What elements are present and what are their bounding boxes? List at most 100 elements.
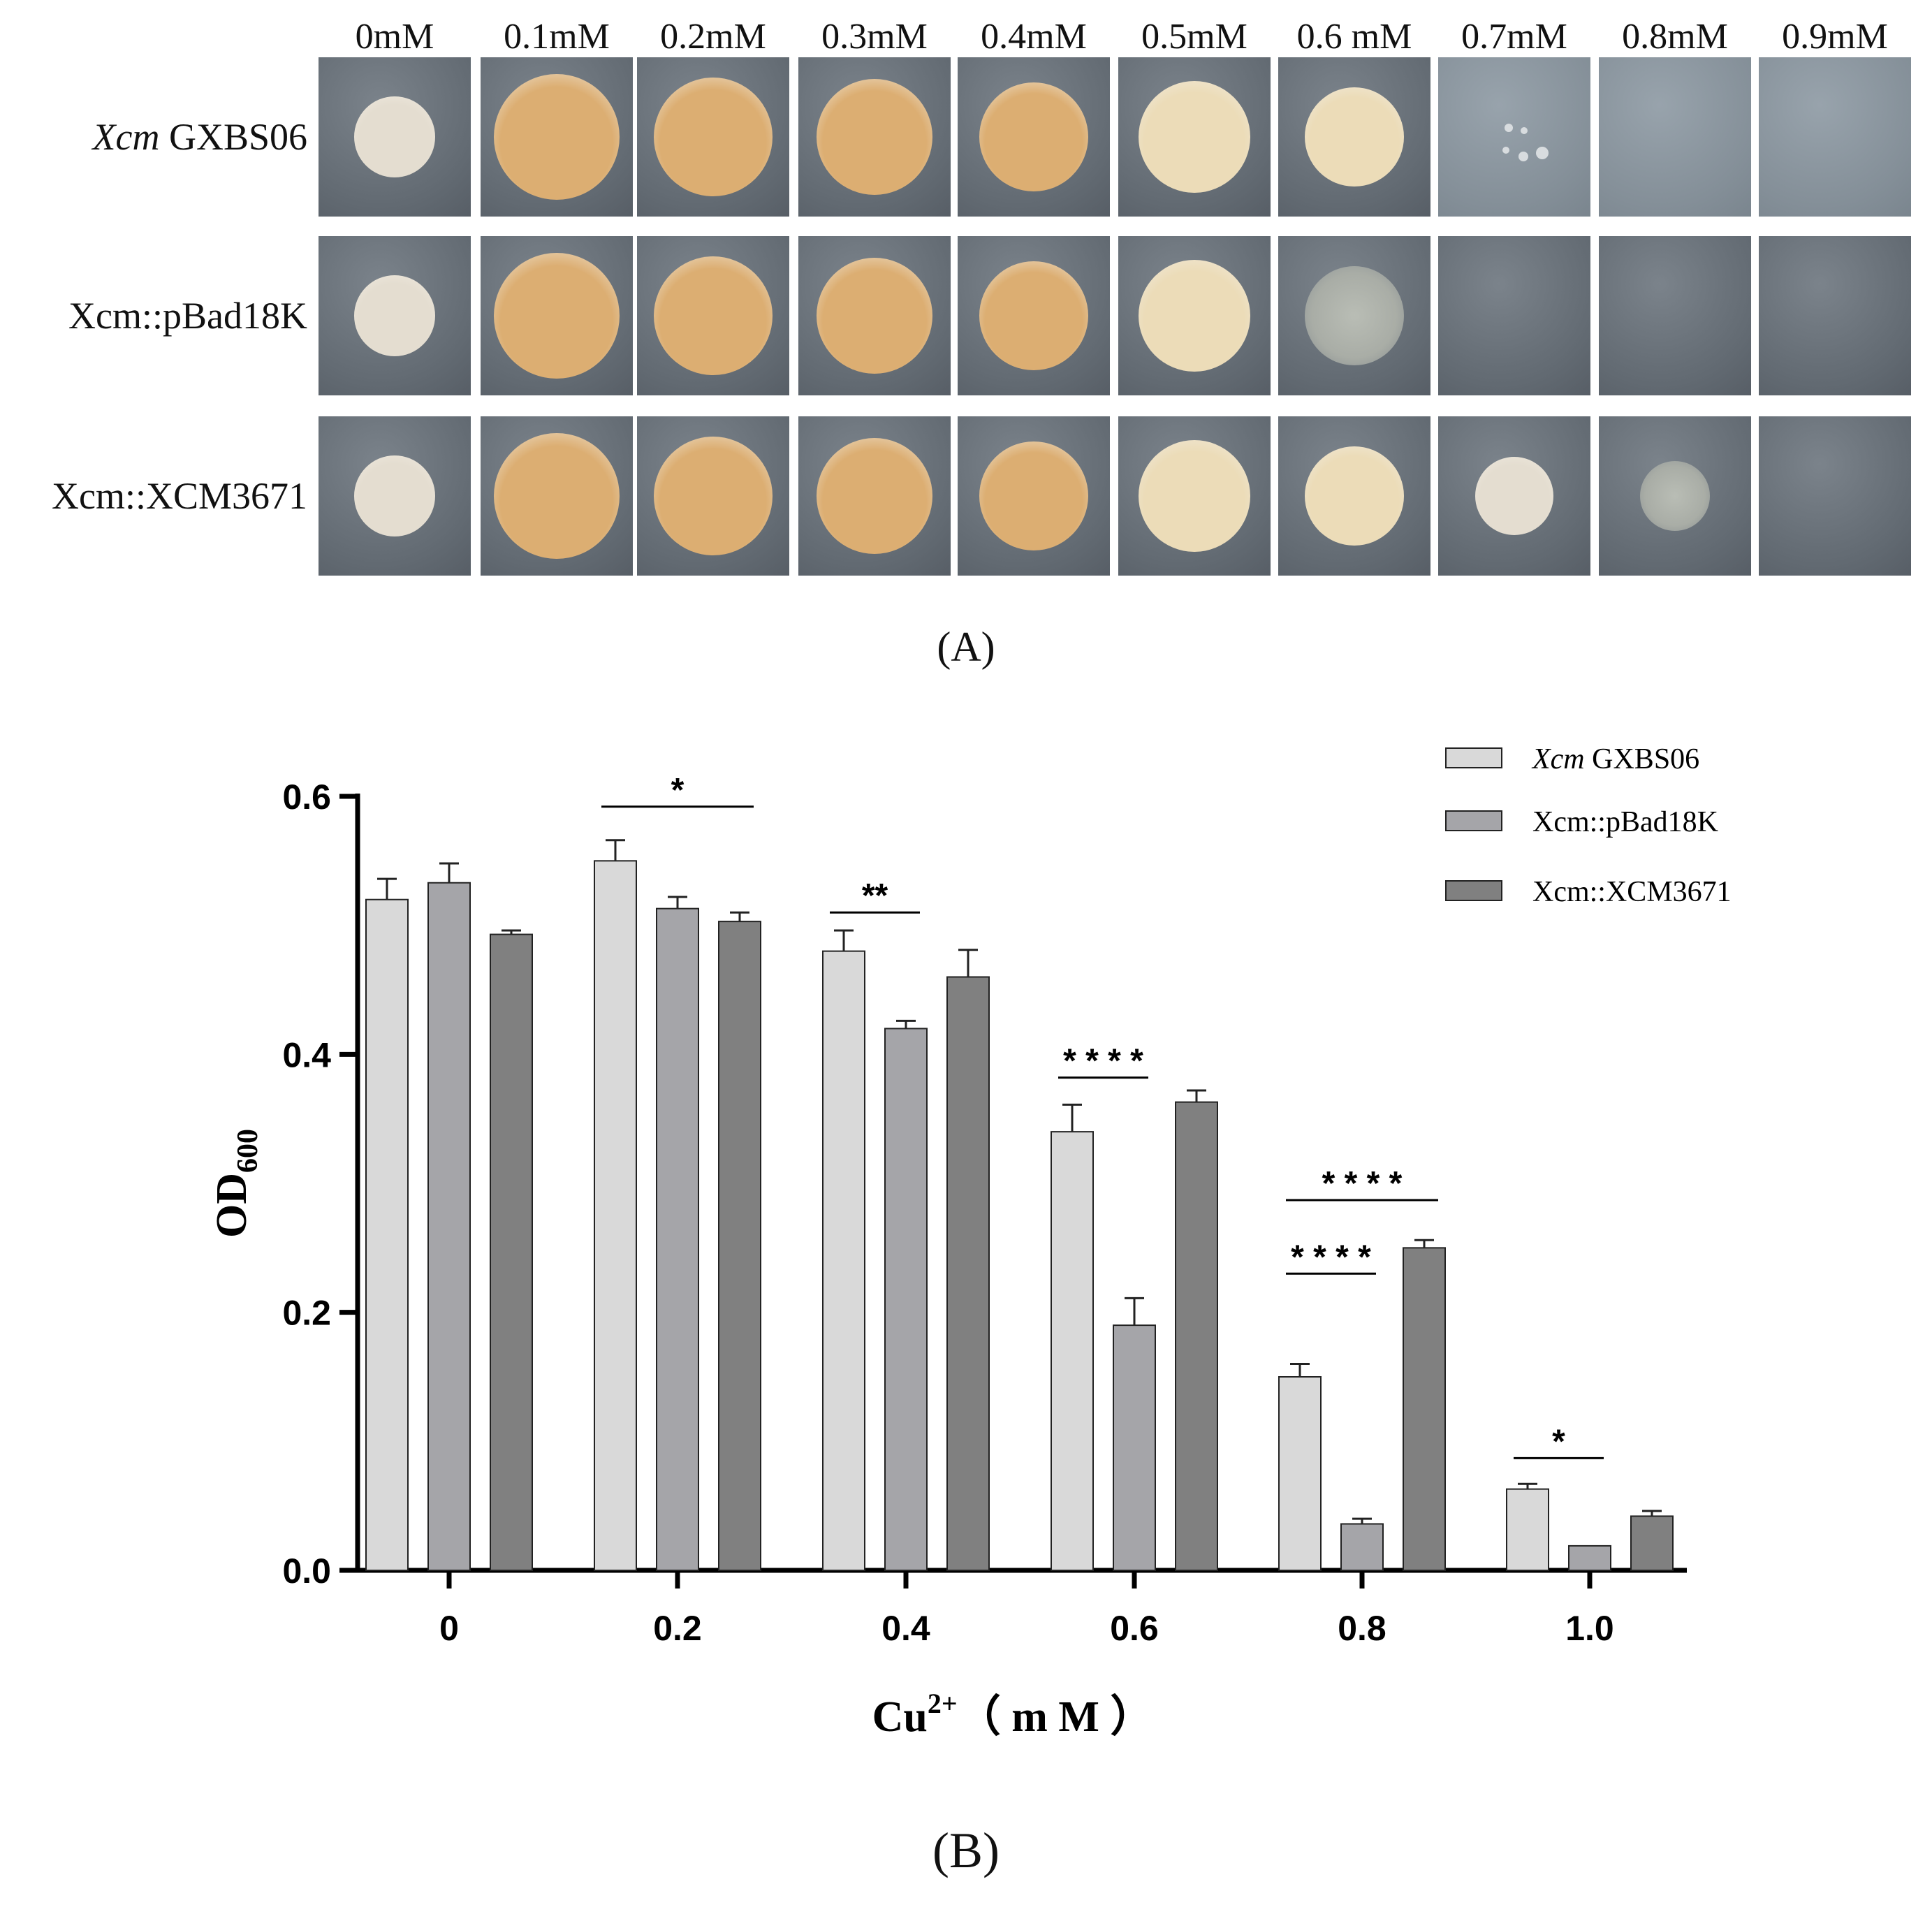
colony: [1139, 81, 1250, 193]
strain-label: Xcm GXBS06: [0, 112, 308, 161]
colony: [1305, 446, 1404, 546]
x-tick-label: 0.6: [1110, 1609, 1159, 1648]
bar: [594, 860, 637, 1572]
plate-image: [637, 236, 789, 395]
panel-a-caption: (A): [937, 624, 995, 670]
legend-swatch: [1445, 880, 1502, 901]
colony: [817, 79, 932, 195]
faint-colony: [1305, 266, 1404, 365]
plate-image: [1278, 57, 1430, 217]
legend-swatch: [1445, 747, 1502, 768]
x-tick-label: 0.8: [1338, 1609, 1386, 1648]
legend-label-text: Xcm::pBad18K: [1532, 806, 1718, 838]
bar: [1506, 1488, 1549, 1572]
bar: [490, 933, 533, 1571]
legend-label-text: GXBS06: [1592, 743, 1699, 775]
legend-label-text: Xcm::XCM3671: [1532, 876, 1732, 908]
x-axis-label-unit: （ m M ）: [958, 1692, 1154, 1741]
x-tick-label: 0: [439, 1609, 459, 1648]
bar: [718, 921, 761, 1572]
plate-image: [637, 416, 789, 576]
colony: [979, 261, 1088, 370]
significance-label: *: [1552, 1423, 1565, 1460]
colony: [1139, 260, 1250, 372]
concentration-label: 0.8mM: [1622, 17, 1728, 57]
chart-canvas: 0.00.20.40.60 0.2 0.4 0.6 0.8 1.0**** * * ** …: [208, 743, 1732, 1741]
strain-label-text: GXBS06: [159, 116, 307, 158]
x-tick-label: 0.2: [653, 1609, 702, 1648]
y-tick-label: 0.2: [282, 1294, 331, 1333]
trace-colony: [1518, 152, 1528, 161]
plate-image: [1759, 57, 1911, 217]
x-tick-label: 1.0: [1565, 1609, 1614, 1648]
plate-image: [958, 416, 1110, 576]
plate-image: [319, 236, 471, 395]
strain-label-text: Xcm::XCM3671: [51, 475, 307, 517]
bar: [1568, 1544, 1611, 1571]
plate-image: [1278, 236, 1430, 395]
plate-image: [958, 236, 1110, 395]
significance-label: *: [671, 772, 685, 809]
plate-image: [958, 57, 1110, 217]
plate-image: [319, 57, 471, 217]
colony: [1305, 87, 1404, 187]
colony: [494, 74, 620, 200]
bar: [427, 882, 471, 1571]
bar: [1051, 1131, 1094, 1571]
bar: [1175, 1101, 1218, 1571]
significance-label: * * * *: [1291, 1239, 1371, 1276]
plate-image: [1278, 416, 1430, 576]
legend-swatch: [1445, 810, 1502, 831]
trace-colony: [1521, 127, 1528, 134]
colony: [654, 437, 773, 555]
colony: [979, 82, 1088, 191]
legend-label: Xcm::XCM3671: [1532, 876, 1732, 908]
bar: [1340, 1523, 1384, 1572]
x-axis-label: Cu2+（ m M ）: [872, 1688, 1154, 1741]
colony: [1475, 457, 1553, 535]
plate-image: [1438, 416, 1590, 576]
trace-colony: [1502, 147, 1509, 154]
plate-image: [1118, 57, 1271, 217]
strain-label-italic: Xcm: [92, 116, 160, 158]
bar: [1403, 1247, 1446, 1571]
concentration-label: 0.1mM: [504, 17, 610, 57]
x-axis-label-superscript: 2+: [928, 1688, 958, 1719]
plate-image: [1599, 57, 1751, 217]
panel-b-bar-chart: 0.0 0.2 0.4 0.6 0 0.2 0.4 0.6 0.8 1.0 * ** * * * * * …: [0, 699, 1932, 1928]
concentration-label: 0.6 mM: [1296, 17, 1412, 57]
significance-label: **: [862, 877, 888, 914]
significance-label: * * * *: [1063, 1043, 1143, 1080]
panel-a-plate-images: 0mM 0.1mM 0.2mM 0.3mM 0.4mM 0.5mM 0.6 mM 0.7mM 0…: [0, 0, 1932, 685]
concentration-label: 0.7mM: [1461, 17, 1567, 57]
y-tick-label: 0.0: [282, 1551, 331, 1591]
colony: [494, 433, 620, 559]
plate-image: [1599, 236, 1751, 395]
faint-colony: [1640, 461, 1710, 531]
strain-label-text: Xcm::pBad18K: [68, 295, 307, 337]
colony: [979, 441, 1088, 550]
concentration-label: 0mM: [355, 17, 434, 57]
y-tick-label: 0.4: [282, 1035, 331, 1074]
plate-image: [481, 57, 633, 217]
bar: [884, 1028, 928, 1571]
x-axis-label-main: Cu: [872, 1693, 928, 1741]
plate-image: [637, 57, 789, 217]
colony: [817, 438, 932, 554]
bar: [365, 898, 409, 1571]
colony: [654, 256, 773, 375]
plate-image: [319, 416, 471, 576]
bar: [822, 950, 865, 1572]
x-tick-label: 0.4: [881, 1609, 930, 1648]
plate-image: [1759, 416, 1911, 576]
plate-image: [1118, 236, 1271, 395]
bar: [1113, 1324, 1156, 1572]
colony: [817, 258, 932, 374]
concentration-label: 0.9mM: [1782, 17, 1888, 57]
colony: [354, 275, 435, 356]
colony: [1139, 440, 1250, 552]
panel-b-caption: (B): [932, 1823, 1000, 1878]
y-axis-label-main: OD: [208, 1173, 256, 1238]
legend-label: Xcm::pBad18K: [1532, 806, 1718, 838]
concentration-label: 0.3mM: [821, 17, 928, 57]
